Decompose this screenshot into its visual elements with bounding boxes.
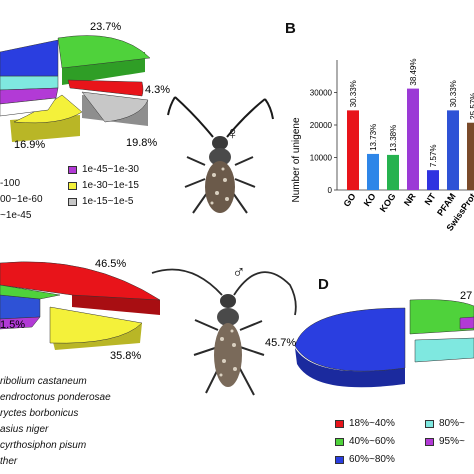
pie-a-slice-blue xyxy=(0,39,59,77)
pie-a-slice-cyan xyxy=(0,75,59,91)
legend-swatch xyxy=(68,181,77,190)
legend-d-item-1: 18%~40% xyxy=(335,418,395,429)
pie-chart-a: 23.7% 4.3% 19.8% 16.9% xyxy=(0,21,170,151)
bar-data-label: 13.38% xyxy=(389,125,398,152)
legend-label: ~1e-45 xyxy=(0,210,32,221)
bar-data-label: 7.57% xyxy=(429,144,438,167)
legend-swatch xyxy=(335,437,344,446)
pie-a-slice-green xyxy=(57,35,151,69)
bar-data-label: 25.57% xyxy=(469,93,474,120)
x-category-label: KO xyxy=(362,191,378,208)
bar-pfam xyxy=(447,110,459,190)
bar-nr xyxy=(407,88,419,190)
legend-swatch xyxy=(425,437,434,446)
pie-c-slice-red xyxy=(0,261,161,301)
female-symbol: ♀ xyxy=(226,123,240,143)
pie-d-slice-cyan xyxy=(414,337,474,363)
pie-a-label-2: 4.3% xyxy=(145,84,170,96)
species-legend-3: ryctes borbonicus xyxy=(0,408,79,419)
pie-c-label-3: 1.5% xyxy=(0,319,25,331)
y-tick-label: 20000 xyxy=(310,121,333,130)
legend-a-item-2: 1e-30~1e-15 xyxy=(68,180,139,191)
legend-swatch xyxy=(425,419,434,428)
pie-d-slice-side-blue xyxy=(295,348,405,388)
legend-d-item-3: 40%~60% xyxy=(335,436,395,447)
pie-a-label-1: 23.7% xyxy=(90,21,121,33)
legend-label: 00~1e-60 xyxy=(0,194,43,205)
pie-c-slice-green xyxy=(0,284,61,300)
legend-label: 1e-15~1e-5 xyxy=(82,196,134,207)
bar-data-label: 30.33% xyxy=(349,80,358,107)
pie-d-label-2: 27 xyxy=(460,290,472,302)
legend-d-item-2: 80%~ xyxy=(425,418,465,429)
pie-c-slice-yellow xyxy=(49,306,143,344)
species-legend-6: ther xyxy=(0,456,18,467)
bar-nt xyxy=(427,170,439,190)
legend-label: 95%~ xyxy=(439,436,465,447)
legend-label: 40%~60% xyxy=(349,436,395,447)
y-tick-label: 10000 xyxy=(310,154,333,163)
bar-data-label: 30.33% xyxy=(449,80,458,107)
bar-go xyxy=(347,110,359,190)
bar-chart-b: Number of unigene 0 10000 20000 30000 30.33… xyxy=(291,58,474,233)
legend-a-item-5: 00~1e-60 xyxy=(0,194,43,205)
x-category-label: GO xyxy=(341,191,357,208)
x-category-label: KOG xyxy=(378,191,398,214)
species-legend-4: asius niger xyxy=(0,424,49,435)
male-beetle-image xyxy=(151,268,297,396)
pie-d-slice-blue xyxy=(294,307,406,372)
y-tick-label: 0 xyxy=(328,186,333,195)
legend-d-item-5: 60%~80% xyxy=(335,454,395,465)
pie-d-slice-purple xyxy=(459,316,474,330)
legend-label: 1e-45~1e-30 xyxy=(82,164,139,175)
y-axis-title: Number of unigene xyxy=(291,117,302,202)
legend-label: 18%~40% xyxy=(349,418,395,429)
pie-c-slice-purple xyxy=(0,316,41,330)
pie-chart-c: 46.5% 35.8% 1.5% xyxy=(0,258,161,362)
x-category-label: NR xyxy=(402,191,418,208)
legend-a-item-6: ~1e-45 xyxy=(0,210,31,221)
pie-c-label-1: 46.5% xyxy=(95,258,126,270)
legend-a-item-1: 1e-45~1e-30 xyxy=(68,164,139,175)
legend-swatch xyxy=(68,165,77,174)
pie-c-label-2: 35.8% xyxy=(110,350,141,362)
panel-d-label: D xyxy=(318,276,329,293)
legend-label: -100 xyxy=(0,178,21,189)
species-legend-2: endroctonus ponderosae xyxy=(0,392,111,403)
panel-b-label: B xyxy=(285,20,296,37)
legend-swatch xyxy=(335,455,344,464)
pie-chart-d: 45.7% 27 xyxy=(265,290,474,388)
pie-a-slice-gray xyxy=(81,91,149,123)
pie-a-slice-red xyxy=(67,79,144,97)
legend-a-item-4: -100 xyxy=(0,178,20,189)
legend-d-item-4: 95%~ xyxy=(425,436,465,447)
bar-swissprot xyxy=(467,122,474,190)
pie-a-label-4: 16.9% xyxy=(14,139,45,151)
species-legend-1: ribolium castaneum xyxy=(0,376,87,387)
male-symbol: ♂ xyxy=(232,262,246,282)
legend-label: 60%~80% xyxy=(349,454,395,465)
x-category-label: NT xyxy=(423,191,438,207)
pie-a-label-3: 19.8% xyxy=(126,137,157,149)
legend-swatch xyxy=(335,419,344,428)
bar-data-label: 38.49% xyxy=(409,58,418,85)
legend-swatch xyxy=(68,197,77,206)
legend-label: 1e-30~1e-15 xyxy=(82,180,139,191)
bar-data-label: 13.73% xyxy=(369,124,378,151)
pie-d-slice-green xyxy=(409,299,474,335)
female-beetle-image xyxy=(167,96,274,214)
bar-kog xyxy=(387,154,399,190)
species-legend-5: cyrthosiphon pisum xyxy=(0,440,87,451)
y-tick-label: 30000 xyxy=(310,89,333,98)
pie-d-label-1: 45.7% xyxy=(265,337,296,349)
legend-label: 80%~ xyxy=(439,418,465,429)
legend-a-item-3: 1e-15~1e-5 xyxy=(68,196,133,207)
bar-ko xyxy=(367,153,379,190)
pie-a-slice-white xyxy=(0,97,57,117)
